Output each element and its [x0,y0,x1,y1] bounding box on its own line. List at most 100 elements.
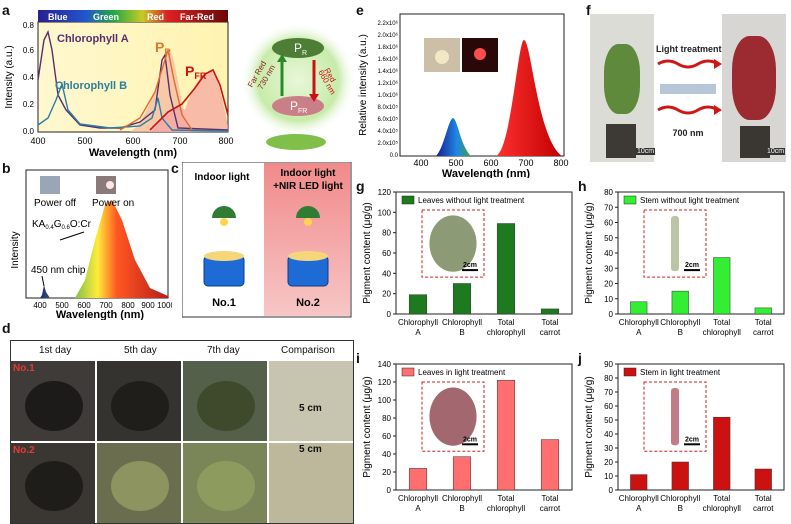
x-tick-label: Total [713,494,730,503]
panel-a-chart: Blue Green Red Far-Red Chlorophyll A Chl… [4,10,234,159]
inset-scale-label: 2cm [463,436,477,443]
b-xtick-900: 900 [141,301,155,310]
bar-g-3 [540,308,560,315]
x-tick-label-line2: A [636,504,642,513]
panel-f-photos: Light treatment 700 nm 10cm 10cm [590,14,786,162]
a-xtick-800: 800 [218,136,233,146]
inset-stem [671,388,679,446]
y-tick-label: 0 [609,310,614,319]
x-tick-label-line2: A [636,328,642,337]
f-scale-right: 10cm [766,148,786,155]
x-tick-label: Chlorophyll [619,494,659,503]
x-tick-label-line2: A [415,504,421,513]
bar-g-2 [496,223,516,315]
bar-g-1 [452,283,472,315]
y-tick-label: 40 [382,269,391,278]
x-tick-label-line2: A [415,328,421,337]
x-tick-label: Total [755,494,772,503]
f-scale-left: 10cm [636,148,656,155]
y-tick-label: 100 [378,208,392,217]
y-tick-label: 80 [382,229,391,238]
formula-ka: KA [32,219,46,230]
y-tick-label: 60 [604,219,613,228]
inset-scale-label: 2cm [463,262,477,269]
e-xtick-500: 500 [448,158,463,168]
y-tick-label: 40 [382,450,391,459]
panel-g-chart: Leaves without light treatment 2cm 0 20 40 60… [362,188,573,337]
b-xlabel: Wavelength (nm) [56,309,145,320]
y-tick-label: 100 [378,396,392,405]
e-ytick-3: 6.0x10⁵ [377,116,398,123]
bar-i-2 [496,379,516,491]
legend-swatch [623,367,637,377]
y-tick-label: 60 [604,402,613,411]
y-tick-label: 30 [604,264,613,273]
panel-label-c: c [171,160,179,176]
a-ytick-2: 0.4 [23,73,35,82]
y-tick-label: 50 [604,234,613,243]
panel-d-grid: 1st day 5th day 7th day Comparison No.1 … [10,340,354,524]
legend-swatch [623,195,637,205]
legend-label: Stem in light treatment [640,368,721,377]
chlorophyll-b-label: Chlorophyll B [55,80,127,92]
y-tick-label: 10 [604,472,613,481]
a-ytick-4: 0.8 [23,21,35,30]
spectrum-label-farred: Far-Red [180,12,214,22]
panel-label-e: e [356,2,364,18]
y-tick-label: 0 [387,310,392,319]
pr-sub: R [164,47,171,57]
d-header-3: 7th day [207,345,240,356]
legend-label: Leaves in light treatment [418,368,506,377]
y-axis-label: Pigment content (μg/g) [584,376,595,477]
inset-scale-bar [684,269,700,272]
y-tick-label: 0 [387,486,392,495]
y-tick-label: 60 [382,432,391,441]
y-tick-label: 120 [378,188,392,197]
a-ytick-1: 0.2 [23,100,35,109]
e-ytick-6: 1.2x10⁶ [378,80,399,87]
x-tick-label-line2: carrot [540,328,561,337]
y-tick-label: 30 [604,444,613,453]
bar-g-0 [408,294,428,315]
y-tick-label: 20 [382,290,391,299]
power-off-label: Power off [34,198,76,209]
a-xtick-600: 600 [125,136,140,146]
y-tick-label: 20 [604,280,613,289]
a-xtick-400: 400 [30,136,45,146]
x-tick-label: Chlorophyll [398,494,438,503]
svg-text:PFR: PFR [185,63,207,81]
y-tick-label: 80 [604,374,613,383]
y-tick-label: 0 [609,486,614,495]
bar-h-1 [671,290,689,315]
bar-h-2 [713,257,731,315]
x-tick-label: Chlorophyll [398,318,438,327]
y-tick-label: 10 [604,295,613,304]
x-tick-label: Total [542,318,559,327]
e-xtick-400: 400 [413,158,428,168]
x-tick-label-line2: B [459,328,464,337]
d-row1-photo-4 [269,361,353,441]
e-yticks: 0.0 2.0x10⁵ 4.0x10⁵ 6.0x10⁵ 8.0x10⁵ 1.0x… [377,20,398,159]
d-scale-2: 5 cm [299,444,322,455]
b-ylabel: Intensity [10,231,21,268]
y-tick-label: 70 [604,203,613,212]
svg-text:PR: PR [155,39,171,57]
x-tick-label-line2: B [678,328,683,337]
chip-label: 450 nm chip [31,265,86,276]
y-tick-label: 80 [604,188,613,197]
x-tick-label-line2: chlorophyll [487,328,525,337]
c-right-title-2: +NIR LED light [273,181,343,192]
formula-rest: O:Cr [70,219,92,230]
e-ylabel: Relative intensity (a.u.) [358,34,369,136]
y-tick-label: 60 [382,249,391,258]
panel-label-j: j [578,350,582,366]
panel-label-i: i [356,350,360,366]
chlorophyll-a-label: Chlorophyll A [57,33,129,45]
a-xlabel: Wavelength (nm) [89,147,178,159]
x-tick-label-line2: chlorophyll [703,328,741,337]
e-ytick-9: 1.8x10⁶ [378,44,399,51]
a-xtick-700: 700 [172,136,187,146]
x-tick-label-line2: chlorophyll [703,504,741,513]
x-tick-label-line2: B [459,504,464,513]
y-tick-label: 70 [604,388,613,397]
